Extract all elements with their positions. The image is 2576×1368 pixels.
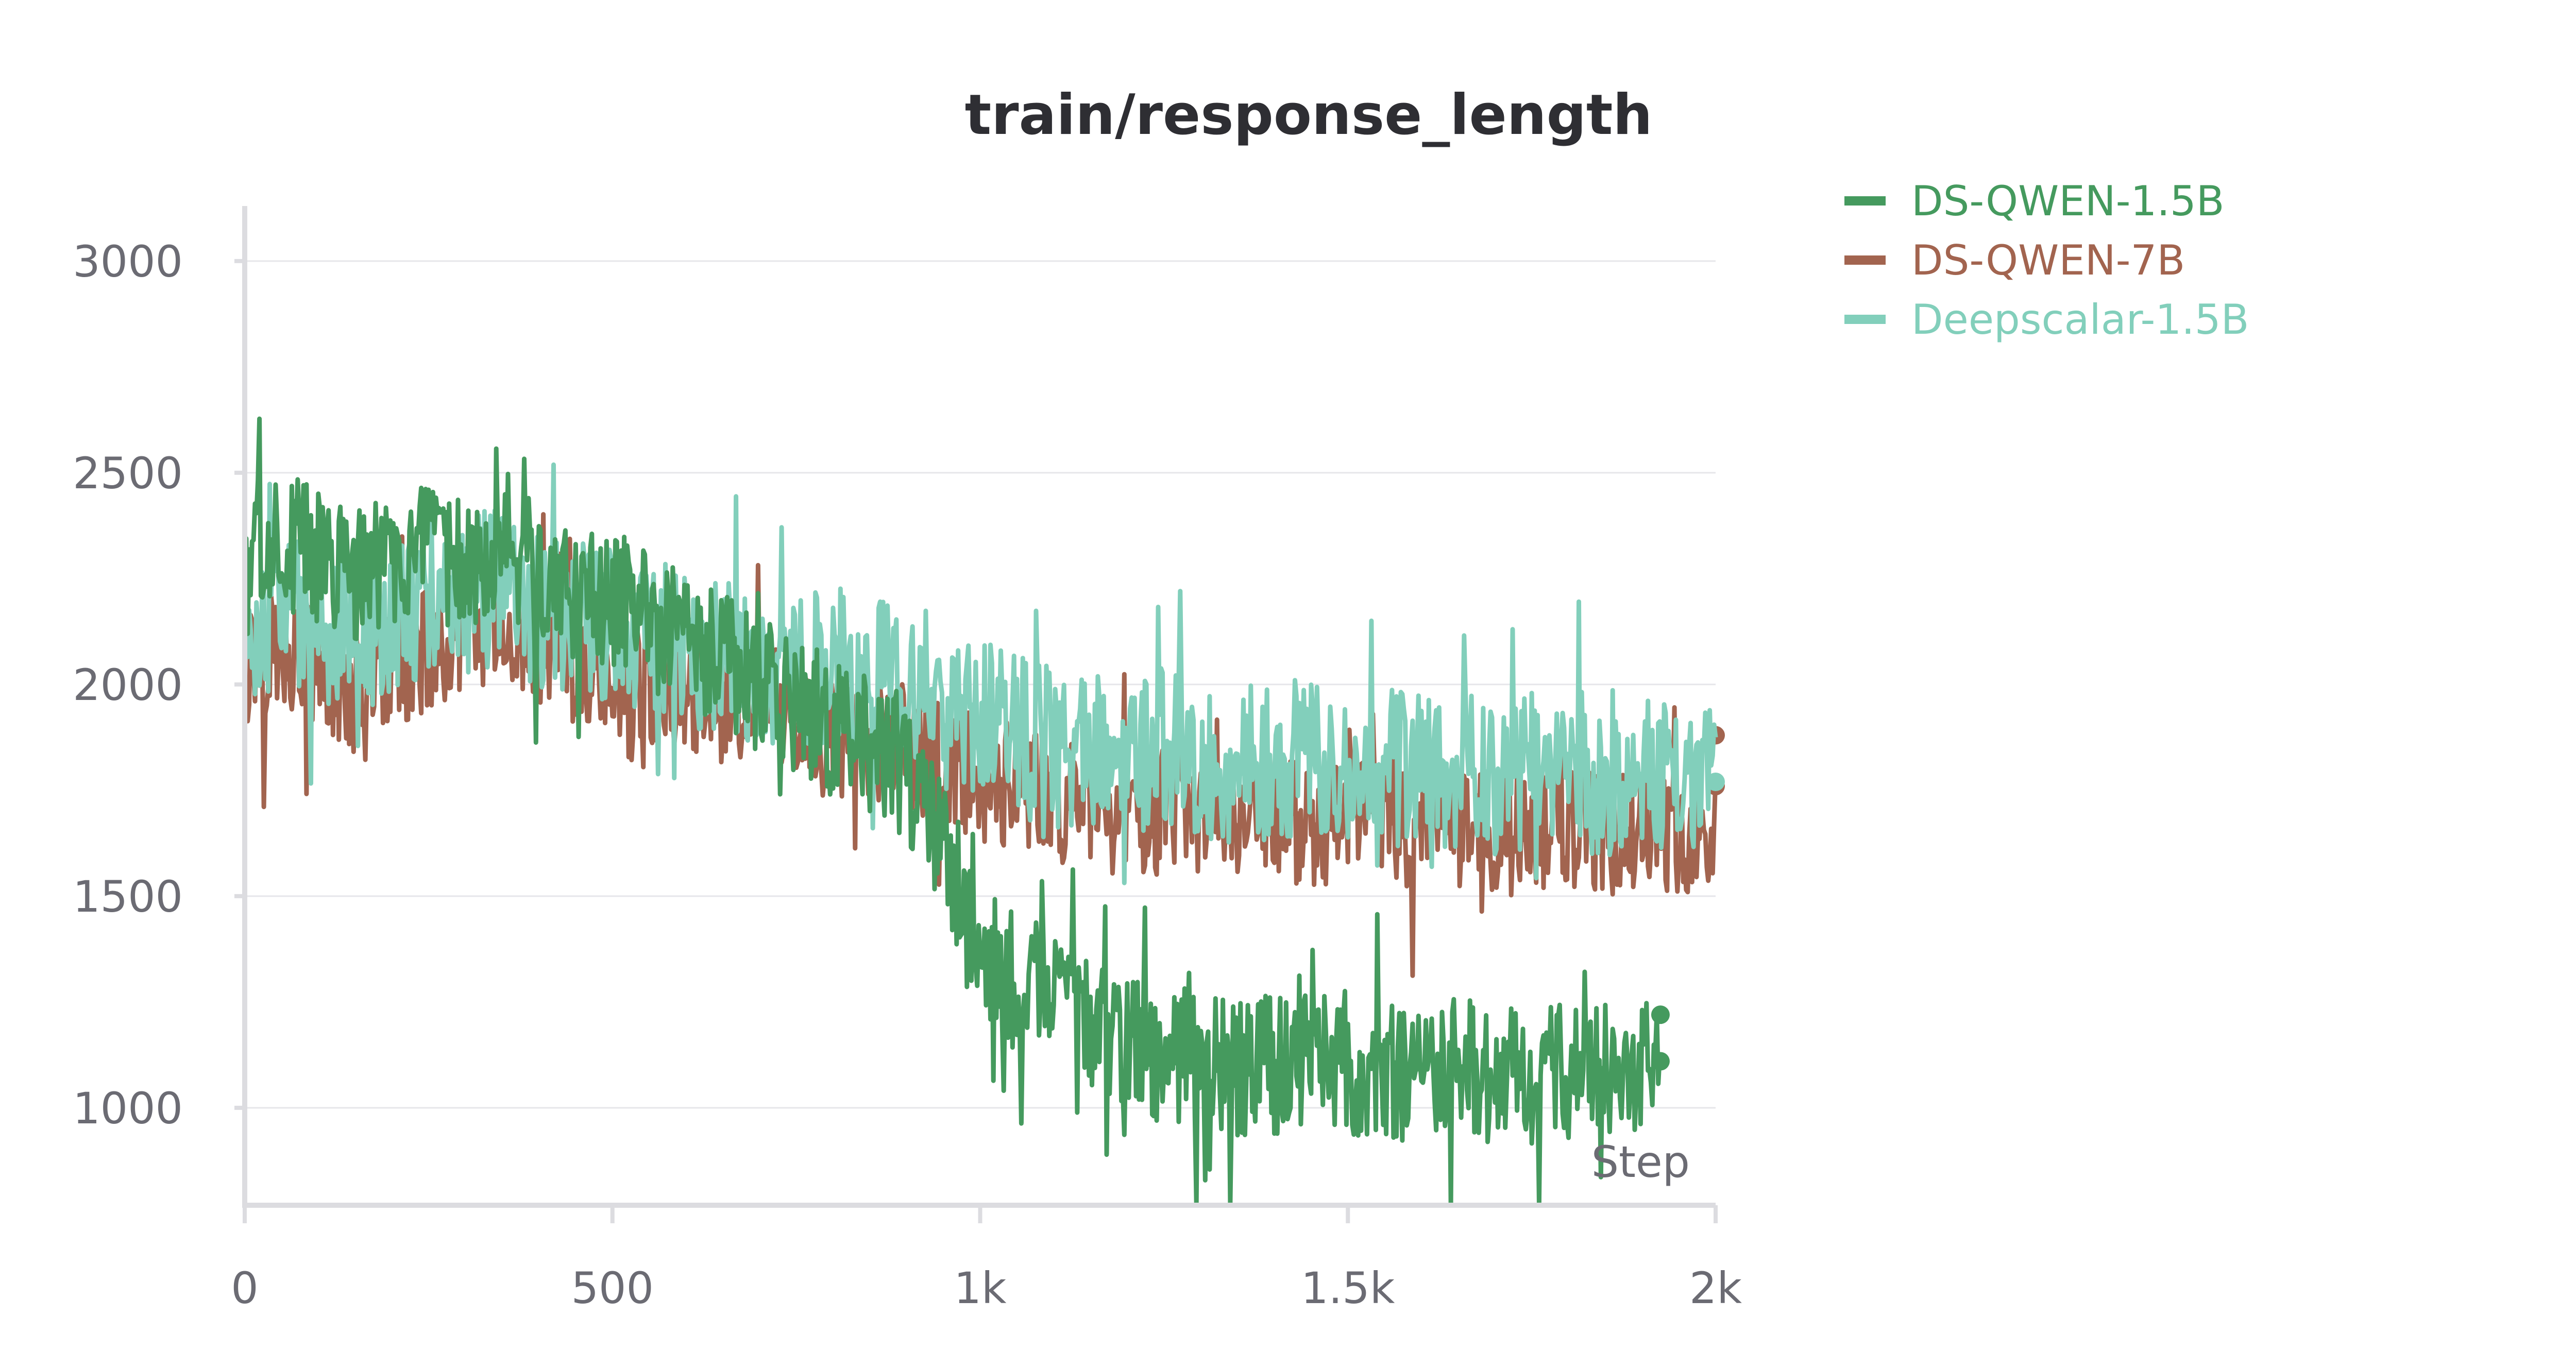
x-tick-label: 1.5k [1301,1263,1395,1313]
y-tick-label: 3000 [73,236,183,287]
grid-lines [245,260,1716,1109]
x-tick-label: 1k [954,1263,1006,1313]
legend-label: Deepscalar-1.5B [1911,296,2249,344]
chart-title: train/response_length [965,83,1653,147]
series-end-marker [1651,1052,1670,1071]
x-tick-label: 2k [1689,1263,1742,1313]
legend-label: DS-QWEN-1.5B [1911,177,2225,225]
series-layer [242,416,1725,1206]
legend-item[interactable]: Deepscalar-1.5B [1844,296,2249,344]
y-tick-label: 1500 [73,871,183,922]
legend-label: DS-QWEN-7B [1911,236,2185,284]
y-tick-label: 1000 [73,1083,183,1134]
y-tick-label: 2500 [73,448,183,499]
legend[interactable]: DS-QWEN-1.5B DS-QWEN-7B Deepscalar-1.5B [1844,177,2249,344]
x-tick-label: 0 [231,1263,258,1313]
series-line-ds-qwen-1-5b[interactable] [242,416,1662,1206]
axes: 1000 1500 2000 2500 3000 0 500 1k 1.5k 2k [73,206,1742,1313]
legend-item[interactable]: DS-QWEN-1.5B [1844,177,2225,225]
series-end-marker [1651,1005,1670,1024]
legend-item[interactable]: DS-QWEN-7B [1844,236,2185,284]
x-tick-label: 500 [571,1263,654,1313]
x-axis-label: Step [1591,1137,1690,1187]
series-end-marker [1706,772,1725,791]
y-tick-label: 2000 [73,660,183,710]
